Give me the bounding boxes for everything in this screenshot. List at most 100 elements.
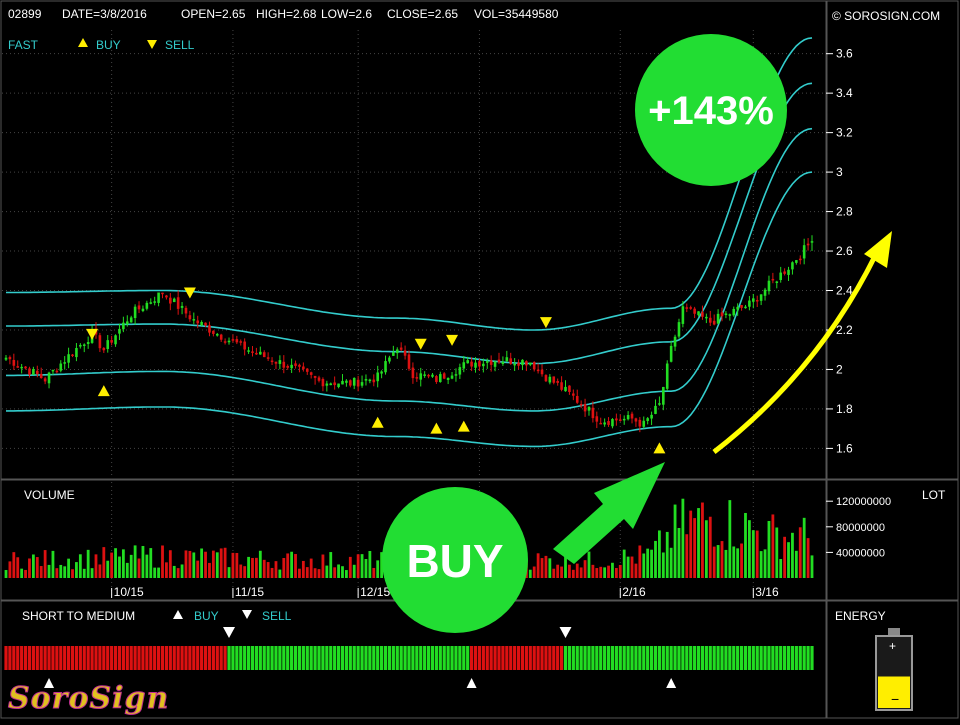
candles (4, 235, 814, 433)
volume-bar-166 (654, 540, 657, 578)
volume-bar-169 (665, 531, 669, 578)
candle-body-156 (615, 418, 618, 421)
header: 02899 DATE=3/8/2016 OPEN=2.65 HIGH=2.68 … (8, 7, 940, 23)
volume-bar-21 (86, 549, 90, 578)
candle-body-95 (376, 372, 379, 382)
volume-bar-61 (243, 566, 247, 578)
candle-body-166 (654, 405, 657, 414)
candle-body-155 (611, 419, 614, 427)
volume-bar-17 (71, 569, 74, 578)
candle-body-111 (439, 374, 442, 383)
strip-bar-65 (258, 646, 262, 670)
volume-bar-172 (677, 527, 681, 578)
volume-bar-137 (540, 558, 544, 578)
signal-strip-markers (44, 627, 677, 688)
strip-bar-21 (86, 646, 90, 670)
volume-bar-142 (560, 566, 563, 578)
volume-bar-34 (137, 558, 141, 578)
strip-bar-7 (31, 646, 35, 670)
volume-bar-42 (168, 550, 172, 578)
candle-body-198 (779, 272, 782, 281)
strip-bar-143 (563, 646, 568, 670)
candle-body-174 (685, 307, 689, 309)
volume-bar-164 (646, 548, 650, 578)
strip-bar-127 (501, 646, 505, 670)
strip-bar-84 (333, 646, 337, 670)
volume-bar-182 (716, 545, 720, 578)
strip-bar-196 (771, 646, 775, 670)
strip-bar-76 (301, 646, 305, 670)
candle-body-72 (286, 365, 290, 368)
volume-bar-10 (43, 550, 47, 578)
strip-bar-106 (419, 646, 423, 670)
strip-bar-161 (634, 646, 638, 670)
volume-bar-59 (235, 552, 239, 578)
volume-bars (4, 498, 814, 578)
candle-body-189 (744, 306, 747, 309)
strip-bar-108 (426, 646, 431, 670)
header-high: HIGH=2.68 (256, 7, 317, 21)
volume-bar-64 (255, 557, 258, 578)
candle-body-48 (192, 319, 196, 321)
buy-marker-2 (430, 422, 443, 434)
candle-body-173 (681, 306, 685, 324)
candle-body-36 (145, 302, 149, 309)
strip-bar-154 (606, 646, 611, 670)
volume-bar-201 (791, 532, 794, 578)
candle-body-32 (129, 317, 133, 323)
strip-bar-139 (548, 646, 552, 670)
candle-body-83 (329, 383, 333, 386)
volume-bar-145 (571, 569, 575, 578)
candle-body-6 (28, 368, 31, 375)
volume-bar-52 (208, 562, 211, 578)
candle-body-41 (165, 295, 168, 298)
candle-body-203 (798, 258, 802, 261)
volume-bar-151 (595, 568, 599, 578)
candle-body-11 (47, 372, 51, 384)
strip-sell-marker-0 (223, 627, 236, 638)
candle-body-200 (787, 269, 790, 275)
candle-body-187 (736, 306, 739, 310)
strip-bar-99 (391, 646, 395, 670)
price-tick-label-0: 1.6 (836, 441, 853, 455)
volume-bar-33 (133, 545, 137, 578)
strip-bar-186 (732, 646, 736, 670)
strip-bar-195 (767, 646, 771, 670)
candle-body-199 (783, 271, 786, 274)
candle-body-184 (724, 313, 728, 315)
volume-bar-156 (614, 567, 618, 578)
volume-tick-label-1: 80000000 (836, 522, 885, 534)
volume-bar-138 (544, 555, 548, 578)
volume-bar-171 (673, 504, 677, 578)
candle-body-135 (532, 362, 536, 370)
volume-bar-89 (352, 564, 356, 578)
strip-bar-30 (121, 646, 125, 670)
strip-bar-122 (481, 646, 485, 670)
volume-bar-32 (129, 554, 133, 578)
legend-fast: FAST (8, 38, 39, 52)
volume-bar-198 (779, 559, 783, 578)
strip-sell-marker-1 (559, 627, 572, 638)
band-line-2 (6, 127, 813, 412)
strip-bar-132 (520, 646, 525, 670)
strip-bar-120 (473, 646, 478, 670)
strip-bar-201 (790, 646, 795, 670)
strip-bar-194 (763, 646, 767, 670)
volume-bar-202 (794, 550, 798, 578)
volume-bar-200 (787, 542, 790, 578)
strip-bar-148 (583, 646, 587, 670)
volume-bar-143 (564, 553, 567, 578)
candle-body-78 (309, 372, 313, 375)
candle-body-153 (603, 422, 606, 425)
volume-bar-58 (231, 552, 235, 578)
volume-tick-label-2: 40000000 (836, 547, 885, 559)
strip-bar-152 (599, 646, 603, 670)
candle-body-10 (43, 378, 47, 382)
candle-body-149 (587, 406, 591, 411)
volume-bar-7 (31, 554, 35, 578)
candle-body-30 (122, 322, 125, 330)
strip-bar-82 (325, 646, 329, 670)
volume-bar-67 (266, 562, 270, 578)
volume-bar-49 (196, 560, 200, 578)
candle-body-206 (810, 241, 814, 243)
